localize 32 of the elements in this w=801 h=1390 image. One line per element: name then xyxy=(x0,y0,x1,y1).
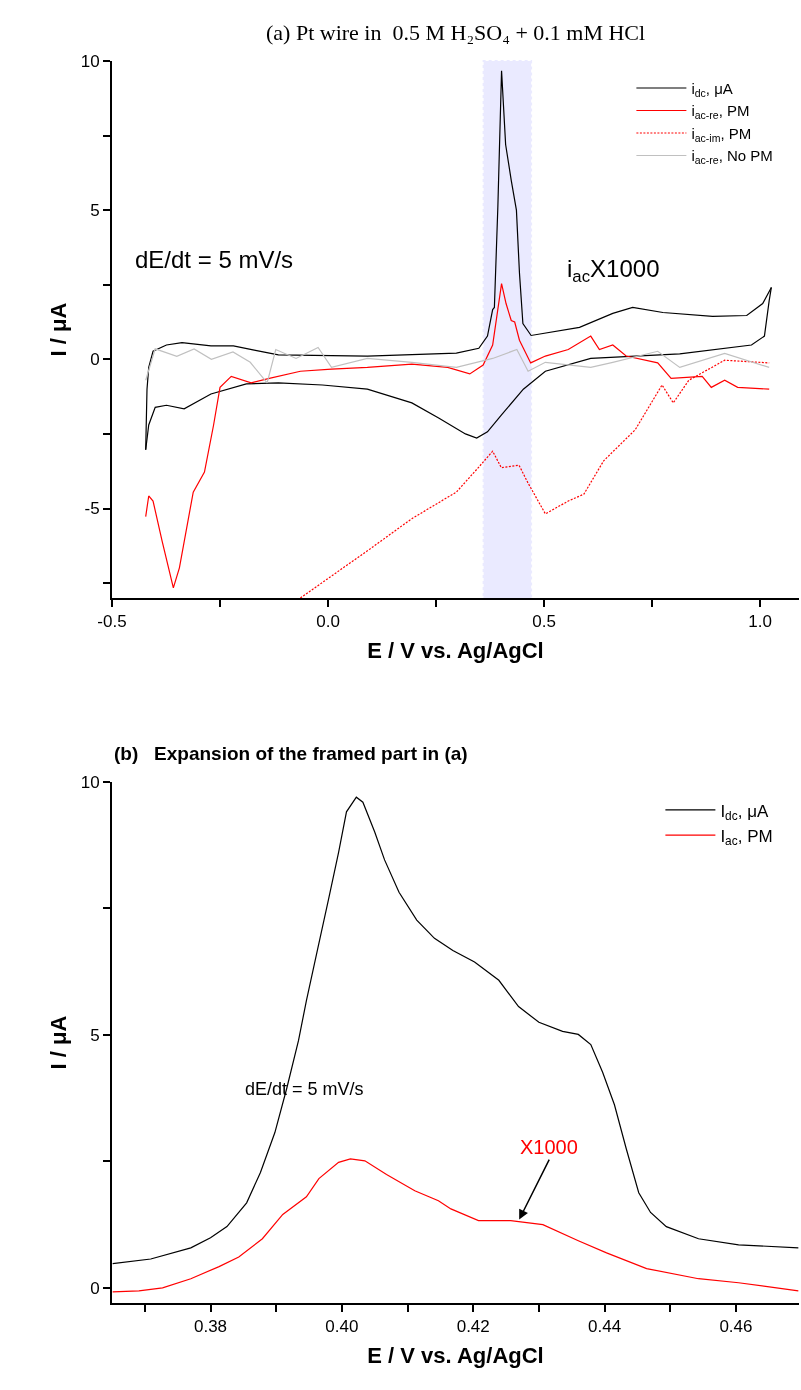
y-tick-label: -5 xyxy=(84,499,100,519)
y-axis-title: I / μA xyxy=(45,302,71,357)
legend-label: I$_{dc}$, μA xyxy=(720,801,769,824)
x-tick-label: 0.46 xyxy=(719,1317,753,1337)
chart-title: (b) Expansion of the framed part in (a) xyxy=(114,743,468,764)
x-tick-label: 0.0 xyxy=(316,612,340,632)
x-tick-label: 0.44 xyxy=(588,1317,622,1337)
x-tick-label: 0.42 xyxy=(456,1317,490,1337)
x-tick-label: 0.5 xyxy=(532,612,556,632)
y-tick-label: 5 xyxy=(90,1025,100,1045)
legend-label: i$_{ac-re}$, No PM xyxy=(691,147,773,167)
x-axis-title: E / V vs. Ag/AgCl xyxy=(367,1342,544,1368)
y-tick-label: 10 xyxy=(80,51,100,71)
annotation: dE/dt = 5 mV/s xyxy=(245,1079,364,1099)
y-tick-label: 10 xyxy=(80,772,100,792)
chart-title: (a) Pt wire in 0.5 M H₂SO₄ + 0.1 mM HCl xyxy=(266,20,646,45)
y-tick-label: 5 xyxy=(90,201,100,221)
legend-label: i$_{ac-re}$, PM xyxy=(691,102,750,122)
legend-label: i$_{ac-im}$, PM xyxy=(691,124,752,144)
legend-label: i$_{dc}$, μA xyxy=(691,79,733,99)
x-axis-title: E / V vs. Ag/AgCl xyxy=(367,637,544,663)
x-tick-label: 1.0 xyxy=(748,612,772,632)
y-tick-label: 0 xyxy=(90,1278,100,1298)
annotation: i$_{ac}$X1000 xyxy=(567,255,660,287)
x-tick-label: -0.5 xyxy=(97,612,127,632)
annotation: dE/dt = 5 mV/s xyxy=(135,246,294,273)
x-tick-label: 0.38 xyxy=(193,1317,228,1337)
y-tick-label: 0 xyxy=(90,350,100,370)
y-axis-title: I / μA xyxy=(45,1015,71,1070)
annotation: X1000 xyxy=(520,1136,578,1158)
x-tick-label: 0.40 xyxy=(325,1317,359,1337)
legend-label: I$_{ac}$, PM xyxy=(720,826,773,849)
